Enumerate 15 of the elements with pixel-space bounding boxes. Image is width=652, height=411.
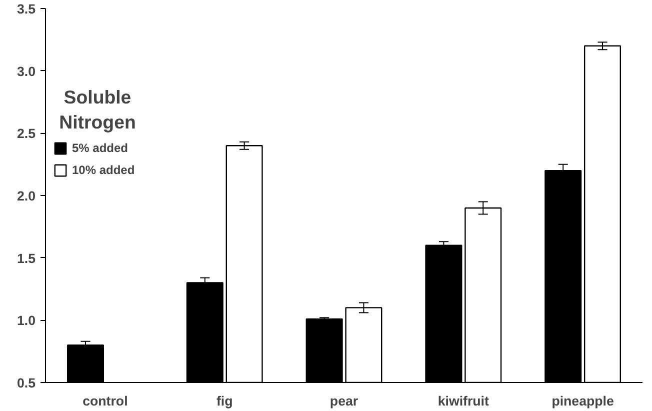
x-tick-label: pear: [330, 394, 358, 408]
legend-label: 10% added: [72, 163, 135, 177]
x-tick-label: control: [82, 394, 128, 408]
x-tick-label: kiwifruit: [438, 394, 490, 408]
y-tick-label: 1.0: [16, 313, 36, 328]
y-tick-label: 2.0: [16, 188, 36, 204]
x-tick-label: fig: [216, 394, 233, 408]
legend-label: 5% added: [72, 141, 128, 155]
y-tick-label: 0.5: [16, 376, 36, 390]
y-tick-label: 3.0: [16, 64, 36, 79]
y-tick-label: 1.5: [16, 250, 36, 266]
x-tick-label: pineapple: [552, 394, 614, 408]
y-tick-label: 2.5: [16, 126, 36, 142]
text: Soluble Nitrogen: [59, 86, 136, 132]
y-tick-label: 3.5: [16, 2, 36, 16]
